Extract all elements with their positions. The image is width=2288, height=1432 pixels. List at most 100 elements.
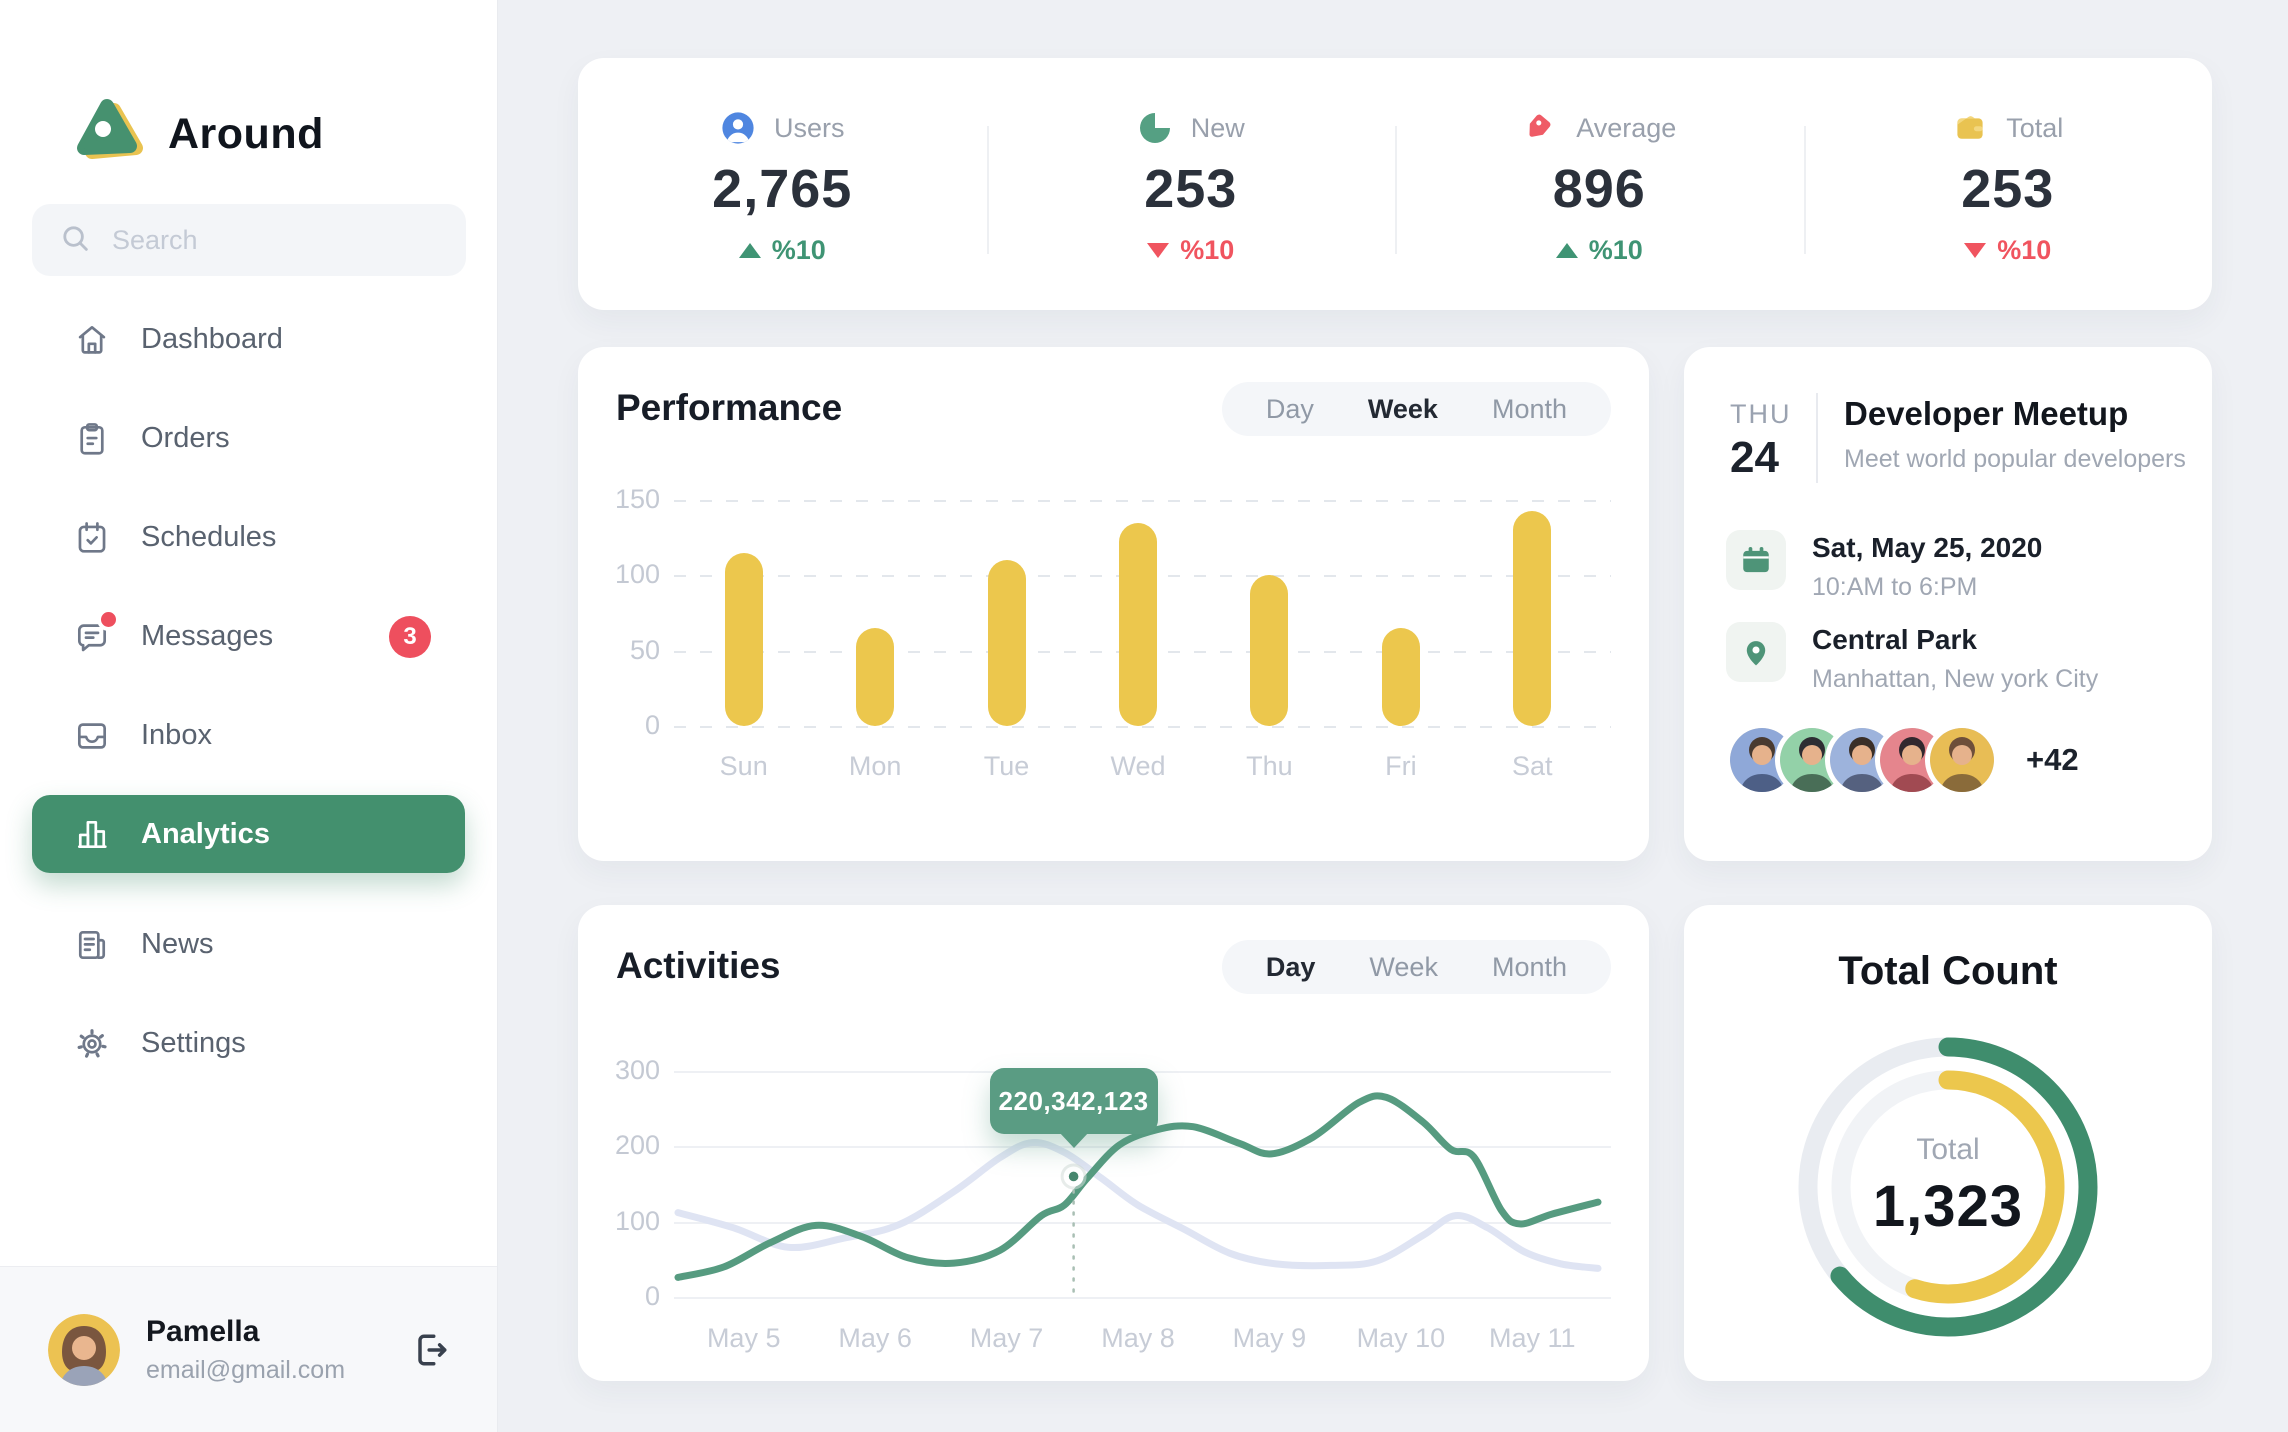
stat-delta: %10 <box>1964 235 2051 266</box>
attendee-avatars: +42 <box>1730 728 2079 792</box>
user-name: Pamella <box>146 1314 260 1348</box>
gridline <box>674 1146 1611 1149</box>
sidebar-item-analytics[interactable]: Analytics <box>32 795 465 873</box>
activities-tab-week[interactable]: Week <box>1369 951 1438 982</box>
meetup-divider <box>1816 393 1818 483</box>
x-axis-label: Wed <box>1110 751 1166 781</box>
activities-range-tabs: Day Week Month <box>1221 940 1611 994</box>
gridline <box>674 726 1611 728</box>
stat-head: New <box>1137 110 1245 146</box>
sidebar-item-news[interactable]: News <box>32 895 465 994</box>
activities-title: Activities <box>616 945 781 986</box>
y-axis-label: 100 <box>614 1205 660 1236</box>
meetup-day-number: 24 <box>1730 433 1779 482</box>
activities-card: Activities Day Week Month 300 200 100 0 May 5 M… <box>578 905 1649 1381</box>
wallet-icon <box>1952 110 1988 146</box>
meetup-card: THU 24 Developer Meetup Meet world popul… <box>1684 347 2212 861</box>
meetup-date-text: Sat, May 25, 2020 <box>1812 532 2043 563</box>
total-count-donut <box>1778 1017 2118 1357</box>
meetup-location-row: Central Park Manhattan, New york City <box>1726 622 2098 694</box>
sidebar-item-label: Settings <box>141 1027 246 1059</box>
x-axis-label: May 11 <box>1489 1323 1576 1353</box>
user-email: email@gmail.com <box>146 1355 346 1384</box>
app-title: Around <box>168 109 324 158</box>
stat-delta: %10 <box>738 235 826 266</box>
sidebar-item-label: Inbox <box>141 719 212 751</box>
performance-tab-month[interactable]: Month <box>1491 393 1567 424</box>
stat-value: 896 <box>1552 159 1646 219</box>
search-icon <box>58 221 92 260</box>
bar-fri <box>1381 628 1420 726</box>
stat-delta: %10 <box>1147 235 1234 266</box>
attendee-avatar <box>1930 728 1994 792</box>
stat-delta-text: %10 <box>1588 235 1643 265</box>
performance-range-tabs: Day Week Month <box>1221 382 1611 436</box>
pie-icon <box>1137 110 1173 146</box>
bar-thu <box>1250 575 1289 726</box>
sidebar-item-orders[interactable]: Orders <box>32 389 465 488</box>
gridline <box>674 500 1611 502</box>
x-axis-label: Mon <box>848 751 902 781</box>
x-axis-label: May 10 <box>1356 1323 1446 1353</box>
meetup-title: Developer Meetup <box>1844 395 2129 432</box>
trend-down-icon <box>1964 243 1987 258</box>
sidebar-item-messages[interactable]: Messages 3 <box>32 587 465 686</box>
user-avatar[interactable] <box>48 1313 120 1386</box>
bar-sun <box>724 552 763 726</box>
trend-up-icon <box>1555 243 1578 258</box>
total-value: 1,323 <box>1872 1174 2024 1239</box>
user-section: Pamella email@gmail.com <box>0 1266 497 1432</box>
unread-dot <box>101 611 116 627</box>
sidebar-nav: Dashboard Orders Schedules Messages 3 Inbox An… <box>0 290 497 1093</box>
meetup-weekday: THU <box>1730 399 1792 429</box>
stat-value: 2,765 <box>712 159 853 219</box>
search-placeholder: Search <box>112 224 198 255</box>
meetup-location-city: Manhattan, New york City <box>1812 665 2099 693</box>
x-axis-label: Thu <box>1246 751 1293 781</box>
x-axis-label: May 9 <box>1232 1323 1307 1353</box>
line-series-previous <box>674 1139 1602 1272</box>
sidebar: Around Search Dashboard Orders Schedules Me… <box>0 0 498 1432</box>
x-axis-label: Sat <box>1512 751 1553 781</box>
x-axis-label: Fri <box>1385 751 1417 781</box>
search-input[interactable]: Search <box>32 204 466 276</box>
calendar-check-icon <box>73 519 111 557</box>
user-icon <box>720 110 756 146</box>
stat-label: Users <box>773 112 845 143</box>
meetup-location-name: Central Park <box>1812 624 1977 655</box>
meetup-date-row: Sat, May 25, 2020 10:AM to 6:PM <box>1726 530 2042 602</box>
performance-tab-week[interactable]: Week <box>1367 393 1438 424</box>
y-axis-label: 0 <box>644 1281 660 1311</box>
sidebar-item-label: News <box>141 928 214 960</box>
trend-up-icon <box>738 243 761 258</box>
activities-tab-day[interactable]: Day <box>1265 951 1316 982</box>
meetup-date: Sat, May 25, 2020 10:AM to 6:PM <box>1812 530 2042 602</box>
total-label: Total <box>1916 1133 1980 1166</box>
stat-delta: %10 <box>1555 235 1643 266</box>
bar-chart-icon <box>73 815 111 853</box>
clipboard-icon <box>73 420 111 458</box>
sidebar-item-settings[interactable]: Settings <box>32 994 465 1093</box>
sidebar-item-inbox[interactable]: Inbox <box>32 686 465 785</box>
user-meta: Pamella email@gmail.com <box>146 1315 345 1385</box>
gridline <box>674 1221 1611 1224</box>
highlight-dot <box>1063 1166 1084 1187</box>
meetup-location: Central Park Manhattan, New york City <box>1812 622 2098 694</box>
logout-button[interactable] <box>409 1328 453 1372</box>
performance-card: Performance Day Week Month 150 100 50 0 Sun Mon… <box>578 347 1649 861</box>
y-axis-label: 150 <box>614 484 660 514</box>
stat-head: Users <box>720 110 845 146</box>
sidebar-item-dashboard[interactable]: Dashboard <box>32 290 465 389</box>
stat-value: 253 <box>1144 159 1238 219</box>
sidebar-item-schedules[interactable]: Schedules <box>32 488 465 587</box>
highlight-halo <box>1060 1163 1087 1190</box>
stat-label: Total <box>2006 112 2064 143</box>
stat-delta-text: %10 <box>1997 235 2052 265</box>
performance-tab-day[interactable]: Day <box>1265 393 1314 424</box>
y-axis-label: 50 <box>629 634 660 665</box>
activities-tab-month[interactable]: Month <box>1491 951 1567 982</box>
stat-total: Total 253 %10 <box>1803 58 2213 310</box>
sidebar-item-label: Orders <box>141 422 230 454</box>
x-axis-label: May 5 <box>706 1323 781 1353</box>
